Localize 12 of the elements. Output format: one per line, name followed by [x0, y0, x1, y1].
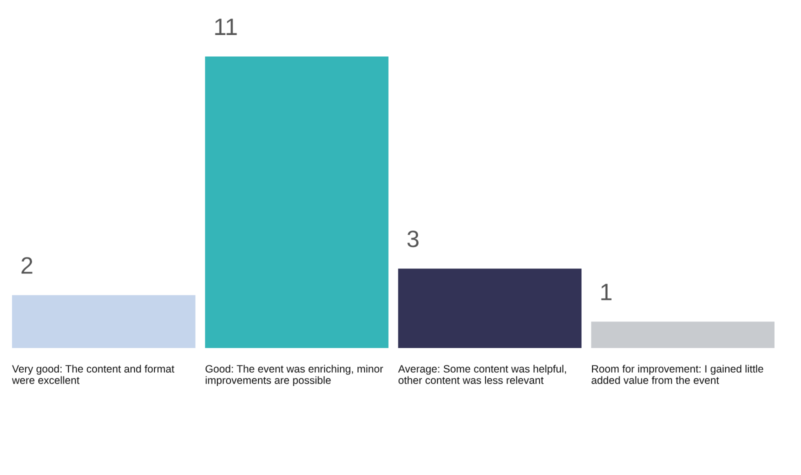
x-tick-label: Good: The event was enriching, minor improvements are possible	[206, 364, 384, 386]
bar	[12, 295, 196, 348]
bar	[205, 56, 388, 348]
data-label: 11	[215, 18, 237, 35]
data-label: 2	[22, 257, 32, 274]
bar	[591, 322, 775, 348]
x-tick-label: Very good: The content and format were excellent	[12, 364, 174, 384]
bar	[398, 268, 582, 348]
data-label: 3	[407, 230, 419, 248]
data-label: 1	[601, 284, 612, 300]
x-tick-label: Room for improvement: I gained little added value from the event	[592, 364, 764, 384]
x-tick-label: Average: Some content was helpful, other content was less relevant	[398, 364, 566, 384]
